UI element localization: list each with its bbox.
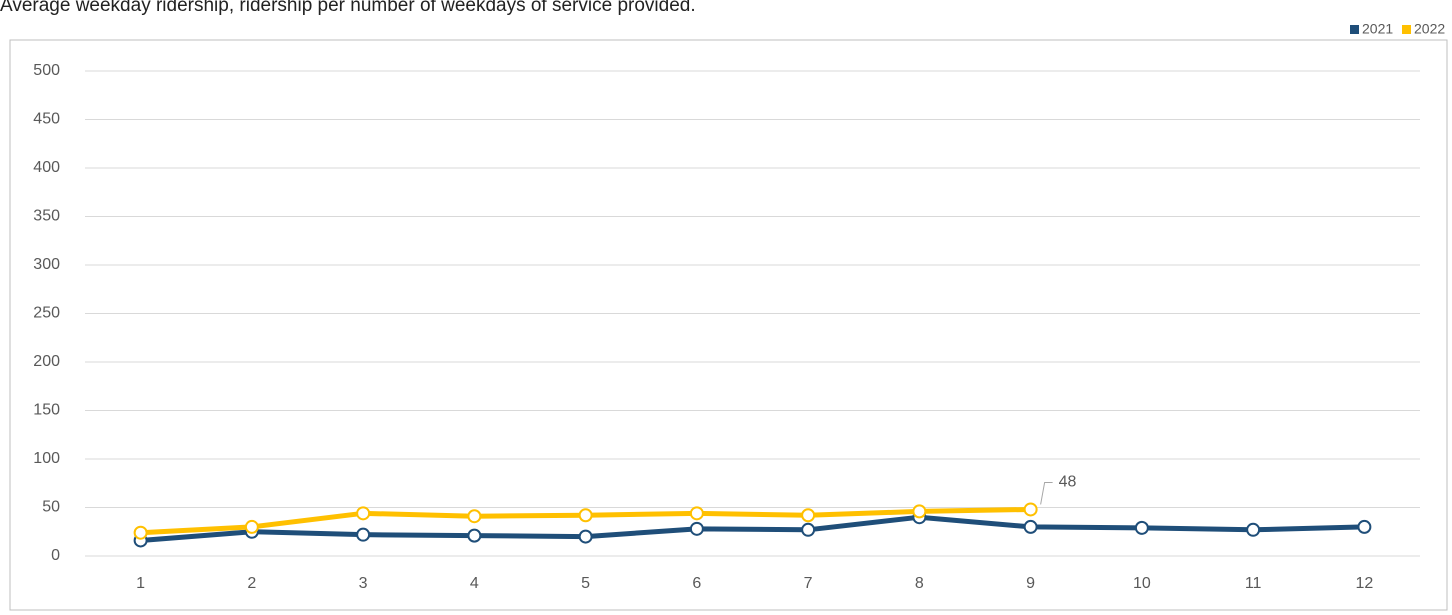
legend-label: 2021 bbox=[1362, 21, 1393, 37]
x-tick-label: 4 bbox=[470, 575, 479, 592]
point-marker bbox=[1134, 520, 1149, 535]
point-marker bbox=[467, 509, 482, 524]
y-tick-label: 100 bbox=[33, 450, 60, 467]
y-tick-label: 300 bbox=[33, 256, 60, 273]
legend-label: 2022 bbox=[1414, 21, 1445, 37]
point-marker bbox=[578, 508, 593, 523]
point-marker bbox=[578, 529, 593, 544]
point-marker bbox=[1023, 519, 1038, 534]
label-leader bbox=[1040, 481, 1053, 505]
point-marker bbox=[244, 519, 259, 534]
chart-title: Average weekday ridership, ridership per… bbox=[0, 0, 696, 16]
x-tick-label: 3 bbox=[359, 575, 368, 592]
y-tick-label: 350 bbox=[33, 208, 60, 225]
y-tick-label: 450 bbox=[33, 111, 60, 128]
point-marker bbox=[912, 504, 927, 519]
point-marker bbox=[1246, 522, 1261, 537]
point-marker bbox=[356, 506, 371, 521]
point-marker bbox=[801, 508, 816, 523]
y-tick-label: 0 bbox=[51, 547, 60, 564]
x-tick-label: 2 bbox=[247, 575, 256, 592]
y-tick-label: 400 bbox=[33, 159, 60, 176]
x-tick-label: 9 bbox=[1026, 575, 1035, 592]
y-tick-label: 500 bbox=[33, 62, 60, 79]
x-tick-label: 11 bbox=[1245, 575, 1262, 592]
point-marker bbox=[1023, 502, 1038, 517]
series-line bbox=[140, 514, 1365, 543]
x-tick-label: 1 bbox=[136, 575, 145, 592]
point-marker bbox=[801, 522, 816, 537]
x-tick-label: 10 bbox=[1133, 575, 1151, 592]
y-tick-label: 50 bbox=[42, 499, 60, 516]
y-tick-label: 250 bbox=[33, 305, 60, 322]
data-label: 48 bbox=[1059, 474, 1077, 491]
point-marker bbox=[1357, 519, 1372, 534]
point-marker bbox=[689, 521, 704, 536]
point-marker bbox=[356, 527, 371, 542]
point-marker bbox=[133, 525, 148, 540]
plot-frame bbox=[9, 39, 1448, 611]
x-tick-label: 6 bbox=[692, 575, 701, 592]
point-marker bbox=[689, 506, 704, 521]
legend-swatch bbox=[1402, 25, 1411, 34]
point-marker bbox=[467, 528, 482, 543]
y-tick-label: 150 bbox=[33, 402, 60, 419]
x-tick-label: 5 bbox=[581, 575, 590, 592]
legend-swatch bbox=[1350, 25, 1359, 34]
x-tick-label: 7 bbox=[804, 575, 813, 592]
y-tick-label: 200 bbox=[33, 353, 60, 370]
x-tick-label: 8 bbox=[915, 575, 924, 592]
x-tick-label: 12 bbox=[1355, 575, 1373, 592]
